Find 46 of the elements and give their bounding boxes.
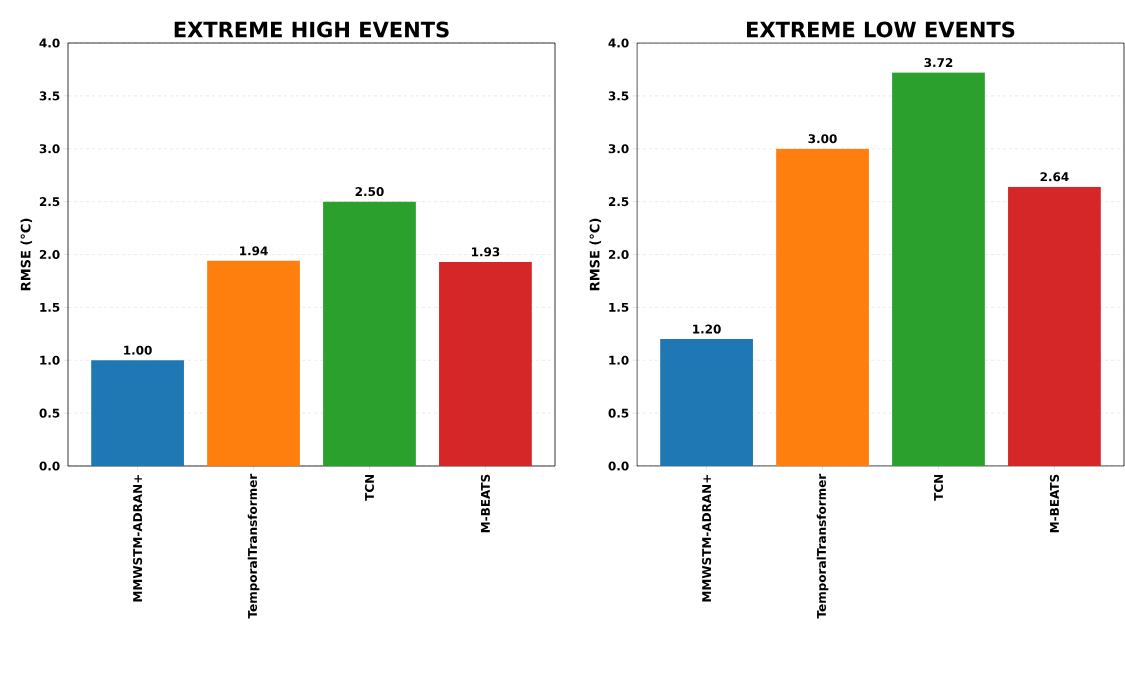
y-tick-label: 2.0 <box>608 249 629 260</box>
data-label: 1.20 <box>693 324 721 334</box>
y-tick-label: 1.5 <box>40 302 60 312</box>
x-tick-label: TemporalTransformer <box>247 473 260 619</box>
y-tick-label: 3.0 <box>39 144 60 154</box>
bar <box>323 201 416 466</box>
y-tick-label: 2.0 <box>39 249 60 260</box>
y-tick-label: 0.0 <box>39 461 60 471</box>
x-tick-label: MMWSTM-ADRAN+ <box>133 475 143 602</box>
y-tick-label: 3.0 <box>608 144 629 154</box>
data-label: 3.72 <box>924 58 953 68</box>
chart-title: EXTREME HIGH EVENTS <box>174 21 449 38</box>
x-tick-label: TCN <box>933 474 944 501</box>
x-tick-label: M-BEATS <box>480 474 490 533</box>
y-tick-label: 1.0 <box>609 355 629 365</box>
y-tick-label: 0.5 <box>608 408 629 418</box>
y-tick-label: 4.0 <box>608 38 629 48</box>
y-tick-label: 1.5 <box>609 302 629 312</box>
data-label: 1.93 <box>471 247 500 257</box>
y-tick-label: 2.5 <box>608 197 629 207</box>
bar <box>660 339 753 466</box>
y-tick-label: 4.0 <box>39 38 60 48</box>
data-label: 2.50 <box>355 187 384 197</box>
bar <box>776 148 869 466</box>
chart-title: EXTREME LOW EVENTS <box>747 21 1015 38</box>
x-tick-label: TemporalTransformer <box>816 473 829 619</box>
bar <box>892 72 985 466</box>
y-tick-label: 3.5 <box>608 91 629 101</box>
bar <box>91 360 184 466</box>
bar <box>439 261 532 466</box>
x-tick-label: MMWSTM-ADRAN+ <box>702 475 712 602</box>
x-tick-label: M-BEATS <box>1049 474 1059 533</box>
y-tick-label: 1.0 <box>40 355 60 365</box>
data-label: 1.94 <box>240 246 268 256</box>
data-label: 1.00 <box>124 345 152 355</box>
y-tick-label: 2.5 <box>39 197 60 207</box>
y-axis-title: RMSE (°C) <box>20 218 33 291</box>
bar <box>207 260 300 466</box>
x-tick-label: TCN <box>364 474 375 501</box>
bar <box>1008 186 1101 466</box>
y-tick-label: 3.5 <box>39 91 60 101</box>
y-tick-label: 0.0 <box>608 461 629 471</box>
y-tick-label: 0.5 <box>39 408 60 418</box>
data-label: 3.00 <box>808 134 837 144</box>
data-label: 2.64 <box>1040 172 1069 182</box>
y-axis-title: RMSE (°C) <box>589 218 602 291</box>
